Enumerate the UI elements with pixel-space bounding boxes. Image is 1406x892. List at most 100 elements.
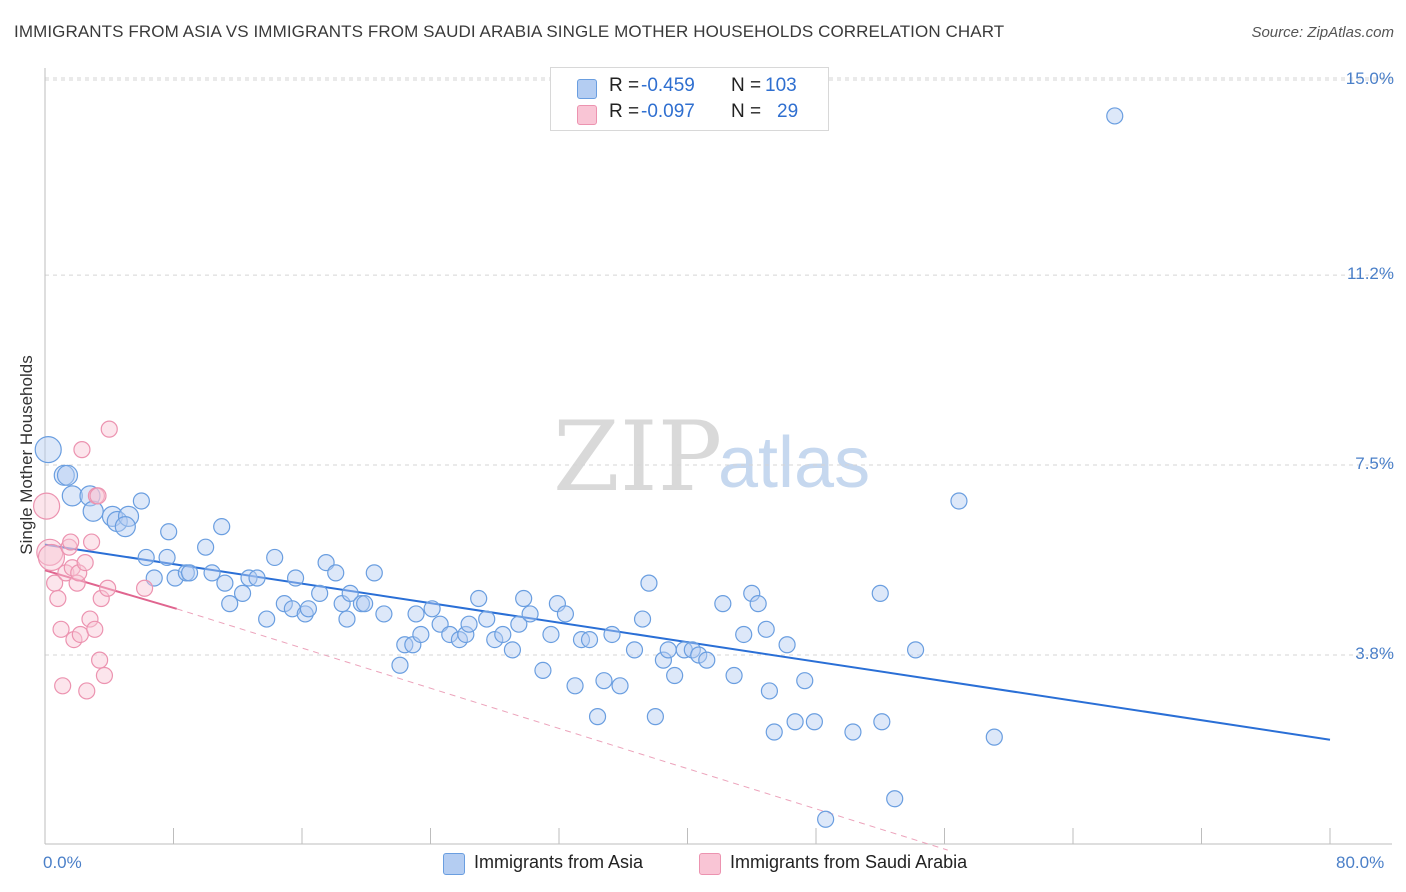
- data-point-asia: [327, 564, 345, 582]
- data-point-asia: [844, 723, 862, 741]
- data-point-saudi: [78, 682, 96, 700]
- data-point-asia: [542, 625, 560, 644]
- data-point-asia: [534, 661, 552, 680]
- data-point-asia: [985, 728, 1003, 746]
- data-point-saudi: [33, 492, 61, 520]
- data-point-saudi: [73, 441, 91, 459]
- legend-n-label: N =: [731, 101, 762, 122]
- data-point-saudi: [82, 533, 101, 551]
- data-point-saudi: [62, 533, 80, 551]
- data-point-asia: [805, 713, 823, 731]
- y-tick-label: 7.5%: [1355, 454, 1394, 474]
- data-point-asia: [950, 492, 968, 510]
- data-point-asia: [248, 569, 266, 587]
- y-tick-label: 3.8%: [1355, 644, 1394, 663]
- watermark-zip: ZIP: [553, 401, 722, 513]
- data-point-saudi: [92, 589, 110, 608]
- data-point-asia: [258, 610, 276, 628]
- bottom-legend-asia: Immigrants from Asia: [474, 852, 644, 872]
- data-point-asia: [494, 625, 512, 644]
- legend-row-saudi: R = -0.097 N = 29: [551, 101, 828, 127]
- source-label: Source: ZipAtlas.com: [1251, 24, 1394, 41]
- data-point-saudi: [54, 677, 72, 695]
- data-point-asia: [423, 600, 441, 618]
- data-point-saudi: [135, 579, 154, 597]
- data-point-asia: [521, 605, 539, 623]
- data-point-saudi: [49, 589, 67, 608]
- legend-r-value-saudi: -0.097: [641, 101, 695, 122]
- data-point-asia: [460, 615, 478, 633]
- chart-title: IMMIGRANTS FROM ASIA VS IMMIGRANTS FROM …: [14, 22, 1005, 41]
- legend-n-value-saudi: 29: [777, 101, 799, 122]
- data-point-saudi: [76, 553, 94, 572]
- data-point-saudi: [95, 666, 114, 685]
- data-point-saudi: [52, 620, 70, 638]
- legend-swatch-asia: [577, 79, 597, 99]
- data-point-asia: [470, 589, 488, 608]
- data-point-asia: [375, 605, 393, 623]
- data-point-asia: [160, 523, 178, 541]
- data-point-asia: [412, 625, 430, 644]
- data-point-asia: [725, 666, 743, 685]
- data-point-asia: [233, 584, 252, 602]
- data-point-asia: [34, 436, 62, 464]
- data-point-asia: [640, 574, 658, 592]
- data-point-asia: [213, 518, 231, 536]
- data-point-asia: [580, 630, 599, 649]
- data-point-asia: [633, 610, 652, 628]
- trend-line-saudi: [44, 569, 177, 610]
- data-point-asia: [603, 625, 621, 644]
- data-point-asia: [698, 651, 716, 669]
- bottom-legend-swatch-saudi: [699, 853, 721, 875]
- data-point-asia: [659, 641, 677, 659]
- legend-r-label: R =: [609, 75, 640, 96]
- data-point-asia: [588, 708, 607, 726]
- data-point-asia: [114, 516, 136, 538]
- data-point-asia: [817, 810, 835, 828]
- data-point-asia: [197, 538, 215, 556]
- data-point-asia: [796, 672, 814, 690]
- data-point-asia: [158, 548, 176, 567]
- data-point-asia: [871, 584, 889, 602]
- data-point-asia: [515, 589, 533, 608]
- data-point-asia: [457, 625, 475, 644]
- data-point-saudi: [70, 564, 88, 582]
- watermark-atlas: atlas: [718, 423, 870, 503]
- data-point-asia: [266, 548, 284, 567]
- data-point-asia: [666, 666, 684, 685]
- data-point-asia: [735, 625, 753, 644]
- data-point-asia: [757, 620, 775, 638]
- data-point-asia: [646, 708, 664, 726]
- data-point-asia: [356, 595, 374, 613]
- data-point-asia: [765, 723, 783, 741]
- data-point-asia: [216, 574, 234, 592]
- data-point-saudi: [91, 651, 109, 669]
- data-point-asia: [743, 584, 761, 602]
- data-point-asia: [478, 610, 496, 628]
- data-point-saudi: [99, 579, 117, 597]
- data-point-saudi: [71, 625, 89, 644]
- data-point-asia: [749, 595, 767, 613]
- data-point-asia: [391, 656, 409, 674]
- data-point-asia: [56, 464, 79, 486]
- data-point-asia: [180, 564, 199, 582]
- data-point-asia: [82, 500, 104, 522]
- data-point-asia: [778, 636, 796, 654]
- data-point-asia: [61, 485, 83, 507]
- data-point-saudi: [86, 620, 104, 638]
- data-point-asia: [1106, 107, 1124, 125]
- data-point-asia: [311, 584, 329, 602]
- trend-line-extension-saudi: [176, 608, 948, 851]
- legend-n-label: N =: [731, 75, 762, 96]
- correlation-legend: R = -0.459 N = 103 R = -0.097 N = 29: [550, 67, 829, 131]
- x-tick-max: 80.0%: [1336, 853, 1385, 872]
- data-point-asia: [341, 584, 359, 602]
- data-point-asia: [132, 492, 150, 510]
- y-tick-label: 15.0%: [1345, 69, 1394, 88]
- legend-swatch-saudi: [577, 105, 597, 125]
- data-point-asia: [338, 610, 356, 628]
- data-point-asia: [365, 564, 383, 582]
- data-point-asia: [203, 564, 221, 582]
- data-point-asia: [886, 790, 904, 808]
